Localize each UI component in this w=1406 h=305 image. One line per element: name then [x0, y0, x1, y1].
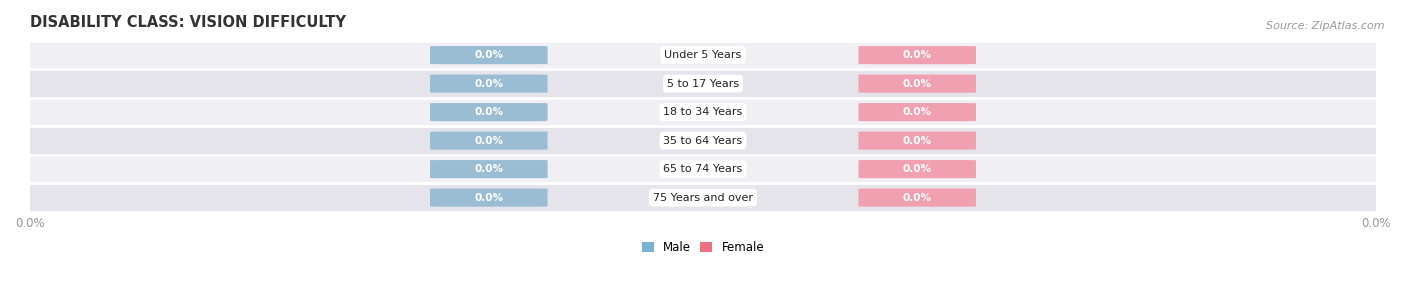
FancyBboxPatch shape: [859, 74, 976, 93]
Text: 0.0%: 0.0%: [903, 50, 932, 60]
FancyBboxPatch shape: [859, 131, 976, 150]
Text: 0.0%: 0.0%: [474, 79, 503, 89]
Text: 0.0%: 0.0%: [903, 107, 932, 117]
Text: Source: ZipAtlas.com: Source: ZipAtlas.com: [1267, 21, 1385, 31]
FancyBboxPatch shape: [859, 160, 976, 178]
Text: 5 to 17 Years: 5 to 17 Years: [666, 79, 740, 89]
Text: 0.0%: 0.0%: [903, 192, 932, 203]
Text: 0.0%: 0.0%: [474, 164, 503, 174]
FancyBboxPatch shape: [430, 103, 547, 121]
Bar: [30, 126, 1376, 155]
Text: 0.0%: 0.0%: [903, 79, 932, 89]
Text: 0.0%: 0.0%: [474, 107, 503, 117]
Text: Under 5 Years: Under 5 Years: [665, 50, 741, 60]
Text: 0.0%: 0.0%: [474, 136, 503, 145]
FancyBboxPatch shape: [430, 74, 547, 93]
Text: 65 to 74 Years: 65 to 74 Years: [664, 164, 742, 174]
Bar: [30, 41, 1376, 69]
FancyBboxPatch shape: [859, 46, 976, 64]
Bar: [30, 183, 1376, 212]
Bar: [30, 155, 1376, 183]
Bar: [30, 98, 1376, 126]
FancyBboxPatch shape: [430, 188, 547, 207]
FancyBboxPatch shape: [859, 103, 976, 121]
Text: 0.0%: 0.0%: [903, 136, 932, 145]
FancyBboxPatch shape: [430, 46, 547, 64]
Text: 0.0%: 0.0%: [474, 50, 503, 60]
Text: 35 to 64 Years: 35 to 64 Years: [664, 136, 742, 145]
Legend: Male, Female: Male, Female: [641, 241, 765, 254]
Bar: [30, 69, 1376, 98]
FancyBboxPatch shape: [859, 188, 976, 207]
Text: 0.0%: 0.0%: [474, 192, 503, 203]
Text: 0.0%: 0.0%: [903, 164, 932, 174]
Text: DISABILITY CLASS: VISION DIFFICULTY: DISABILITY CLASS: VISION DIFFICULTY: [30, 15, 346, 30]
Text: 75 Years and over: 75 Years and over: [652, 192, 754, 203]
FancyBboxPatch shape: [430, 160, 547, 178]
FancyBboxPatch shape: [430, 131, 547, 150]
Text: 18 to 34 Years: 18 to 34 Years: [664, 107, 742, 117]
